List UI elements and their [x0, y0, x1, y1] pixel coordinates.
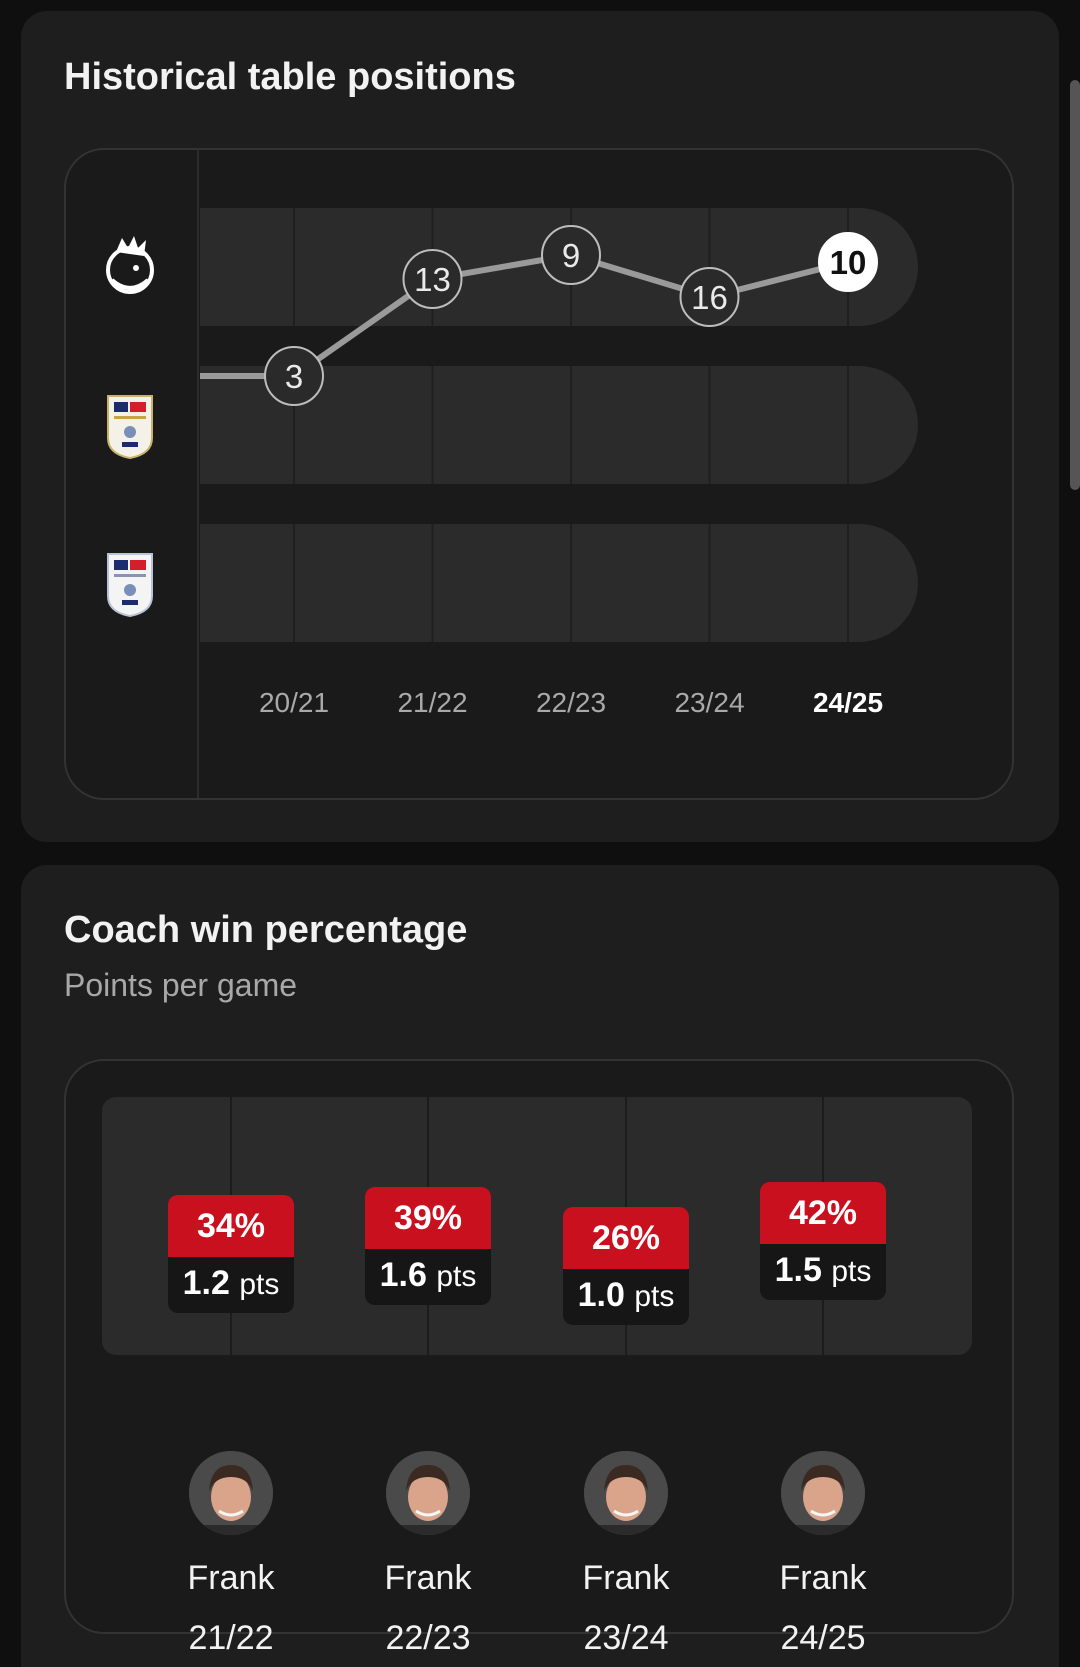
- coach-season-label: 21/22: [188, 1619, 274, 1657]
- coach-avatar[interactable]: [189, 1451, 273, 1535]
- win-percentage: 42%: [760, 1182, 886, 1245]
- coach-chart-panel: 34% 1.2 pts Frank 21/22 39% 1.6 pts Frank 22/23…: [64, 1059, 1014, 1657]
- coach-season-label: 22/23: [385, 1619, 471, 1657]
- points-unit: pts: [831, 1255, 872, 1289]
- positions-chart-panel: 3 13 9 16 10 20/21 21/22 22/23 23/24 24/25: [64, 148, 1014, 800]
- coach-name: Frank: [582, 1559, 670, 1597]
- x-tick-label: 21/22: [397, 687, 467, 718]
- points-per-game: 1.0 pts: [563, 1269, 689, 1325]
- coach-avatar[interactable]: [386, 1451, 470, 1535]
- win-percentage-badge[interactable]: 34% 1.2 pts: [168, 1194, 294, 1313]
- card-title: Coach win percentage: [64, 909, 468, 951]
- data-label: 16: [691, 279, 728, 316]
- coach-season-label: 24/25: [780, 1619, 866, 1657]
- points-value: 1.6: [379, 1255, 437, 1294]
- x-tick-label: 24/25: [813, 687, 883, 718]
- coach-name: Frank: [779, 1559, 867, 1597]
- league-band: [200, 366, 918, 484]
- points-value: 1.5: [774, 1251, 832, 1290]
- win-percentage: 26%: [563, 1207, 689, 1269]
- coach-name: Frank: [384, 1559, 472, 1597]
- efl-league-one-badge-icon: [107, 553, 153, 618]
- win-percentage-badge[interactable]: 42% 1.5 pts: [760, 1182, 886, 1301]
- points-per-game: 1.6 pts: [365, 1248, 491, 1305]
- coach-win-card: Coach win percentage Points per game 34%…: [21, 865, 1059, 1667]
- x-tick-label: 20/21: [259, 687, 329, 718]
- coach-season-label: 23/24: [583, 1619, 669, 1657]
- points-unit: pts: [634, 1280, 675, 1313]
- data-point[interactable]: [818, 232, 878, 292]
- efl-championship-badge-icon: [107, 395, 153, 460]
- card-subtitle: Points per game: [64, 967, 298, 1003]
- historical-positions-card: Historical table positions: [21, 11, 1059, 842]
- win-percentage: 39%: [365, 1186, 491, 1249]
- coach-name: Frank: [187, 1559, 275, 1597]
- win-percentage-badge[interactable]: 26% 1.0 pts: [563, 1207, 689, 1325]
- points-unit: pts: [239, 1267, 280, 1301]
- positions-chart: 3 13 9 16 10 20/21 21/22 22/23 23/24 24/25: [106, 150, 918, 798]
- win-percentage-badge[interactable]: 39% 1.6 pts: [365, 1186, 491, 1305]
- premier-league-lion-icon: [106, 236, 154, 294]
- coach-avatar[interactable]: [781, 1451, 865, 1535]
- data-point[interactable]: [402, 249, 463, 309]
- data-point[interactable]: [541, 225, 601, 285]
- data-label: 10: [830, 244, 867, 281]
- points-value: 1.2: [182, 1263, 240, 1302]
- data-point[interactable]: [679, 267, 740, 327]
- coach-avatar[interactable]: [584, 1451, 668, 1535]
- card-title: Historical table positions: [64, 56, 516, 98]
- league-band: [200, 524, 918, 642]
- x-tick-label: 23/24: [674, 687, 744, 718]
- points-per-game: 1.5 pts: [760, 1244, 886, 1301]
- data-label: 13: [414, 261, 451, 298]
- data-point[interactable]: [264, 346, 324, 406]
- points-per-game: 1.2 pts: [168, 1256, 294, 1313]
- points-value: 1.0: [577, 1276, 635, 1314]
- page-scrollbar[interactable]: [1070, 80, 1080, 490]
- win-percentage: 34%: [168, 1194, 294, 1257]
- data-label: 9: [562, 237, 580, 274]
- x-tick-label: 22/23: [536, 687, 606, 718]
- data-label: 3: [285, 358, 303, 395]
- points-unit: pts: [436, 1259, 477, 1293]
